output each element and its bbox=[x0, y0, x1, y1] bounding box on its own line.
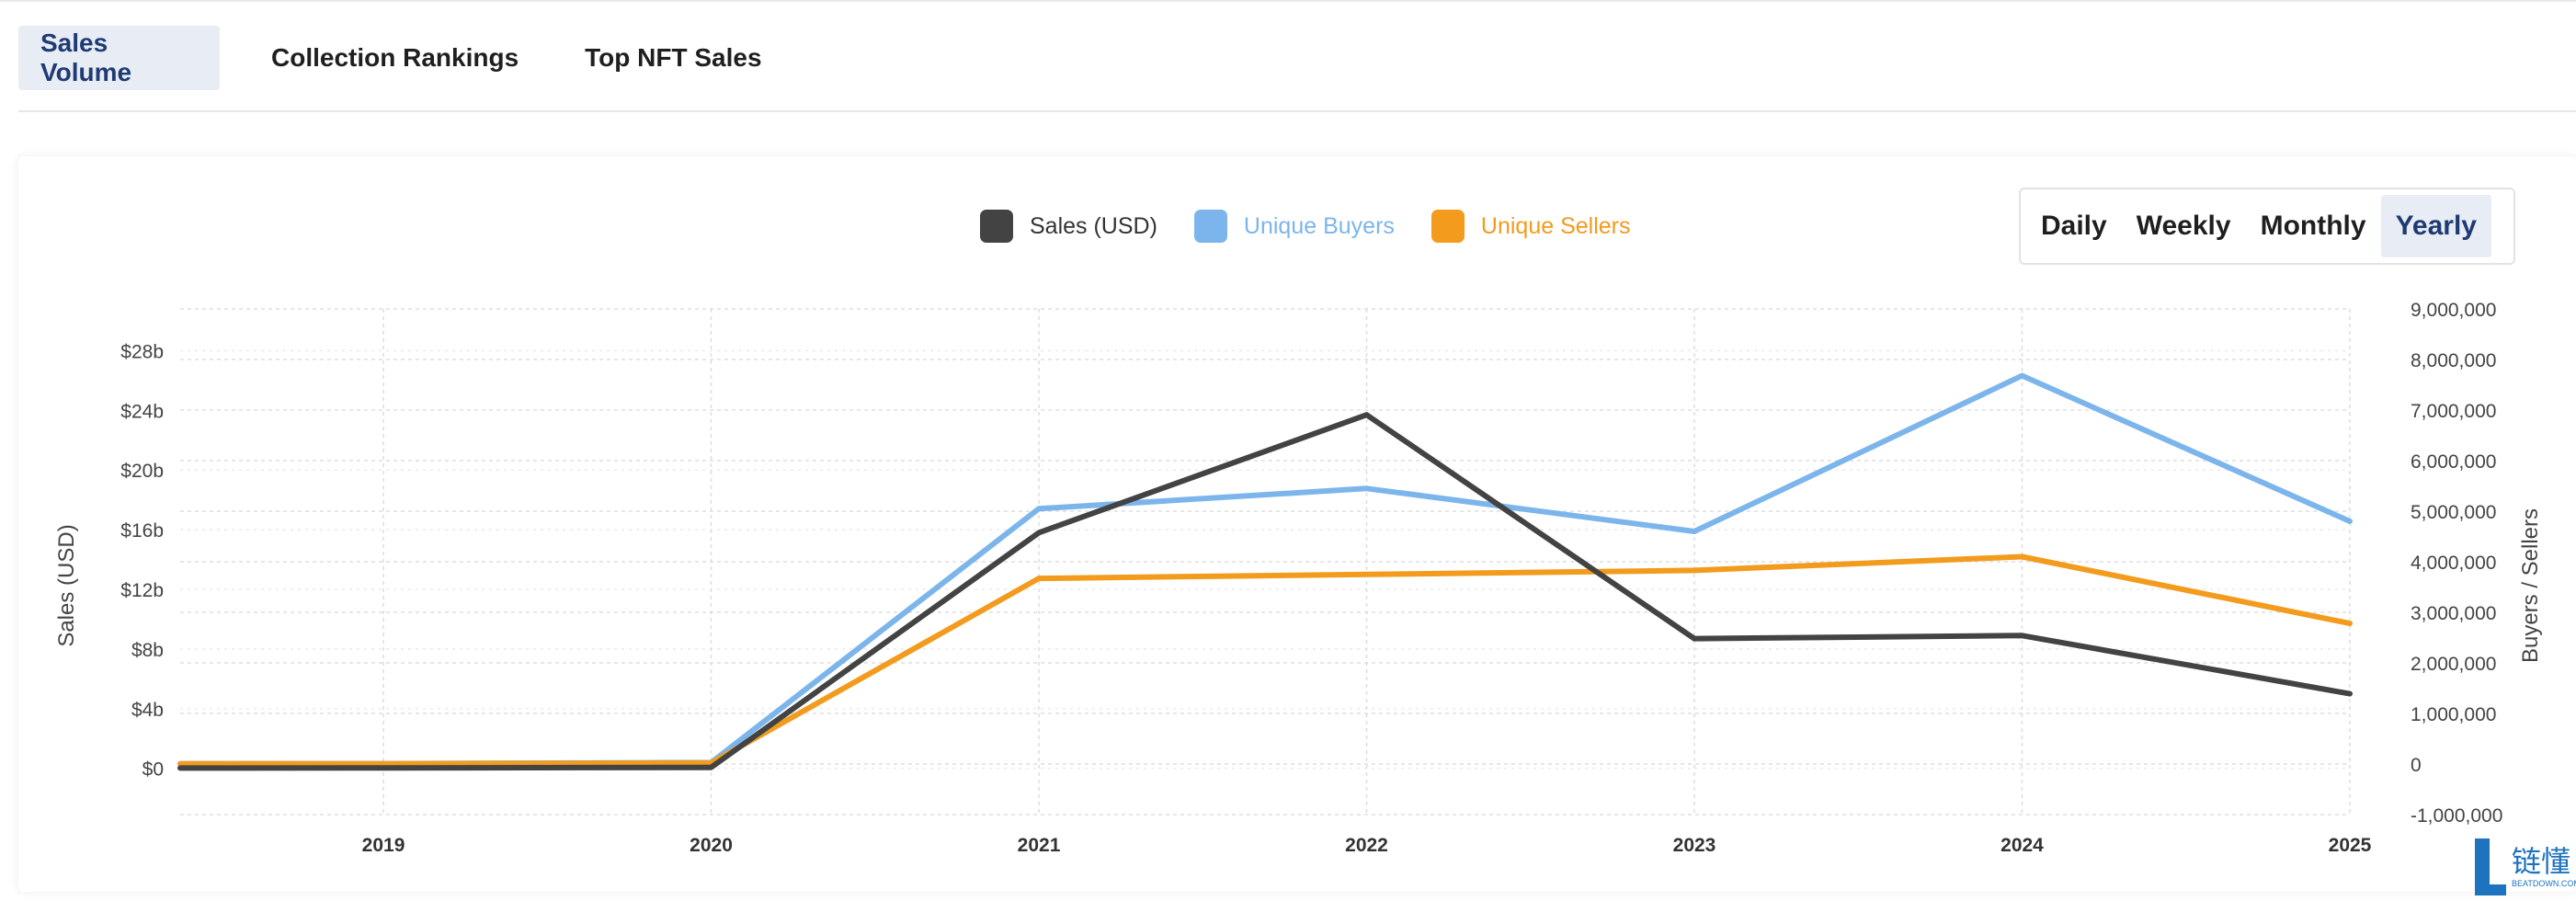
chart-grid bbox=[180, 308, 2351, 815]
y2-tick-label: 4,000,000 bbox=[2411, 553, 2496, 574]
legend-item-sellers[interactable]: Unique Sellers bbox=[1430, 210, 1631, 243]
y2-tick-label: 9,000,000 bbox=[2411, 300, 2496, 321]
legend-label-buyers: Unique Buyers bbox=[1243, 212, 1395, 239]
x-tick-label: 2020 bbox=[690, 835, 733, 856]
y2-tick-label: 0 bbox=[2411, 755, 2422, 776]
y-tick-label: $8b bbox=[131, 640, 164, 661]
y2-tick-label: 7,000,000 bbox=[2411, 401, 2496, 422]
y2-tick-label: 5,000,000 bbox=[2411, 502, 2496, 523]
x-tick-label: 2021 bbox=[1018, 835, 1061, 856]
legend-swatch-sales bbox=[980, 210, 1013, 243]
legend-item-buyers[interactable]: Unique Buyers bbox=[1193, 210, 1395, 243]
y2-axis-title: Buyers / Sellers bbox=[2518, 508, 2543, 663]
y2-tick-label: 1,000,000 bbox=[2411, 704, 2496, 725]
x-tick-label: 2022 bbox=[1345, 835, 1388, 856]
y-axis-title: Sales (USD) bbox=[54, 524, 79, 646]
y-tick-label: $28b bbox=[120, 341, 164, 362]
y2-tick-label: -1,000,000 bbox=[2411, 805, 2502, 827]
legend-label-sellers: Unique Sellers bbox=[1480, 212, 1631, 239]
series-lines bbox=[177, 372, 2353, 771]
period-weekly-button[interactable]: Weekly bbox=[2136, 211, 2231, 241]
x-axis: 2019 2020 2021 2022 2023 2024 2025 bbox=[362, 835, 2372, 856]
watermark-mark-icon bbox=[2475, 838, 2506, 895]
y-tick-label: $4b bbox=[131, 700, 164, 721]
watermark-subtext: BEATDOWN.COM bbox=[2512, 879, 2576, 888]
series-line-1 bbox=[177, 372, 2353, 767]
chart-legend: Sales (USD) Unique Buyers Unique Sellers bbox=[980, 208, 1668, 245]
y-axis-left: $0 $4b $8b $12b $16b $20b $24b $28b bbox=[120, 341, 164, 780]
y2-tick-label: 3,000,000 bbox=[2411, 603, 2496, 624]
period-daily-button[interactable]: Daily bbox=[2041, 211, 2107, 241]
top-border bbox=[0, 0, 2576, 2]
watermark-text: 链懂 bbox=[2512, 844, 2570, 879]
watermark-logo: 链懂 BEATDOWN.COM bbox=[2475, 838, 2576, 895]
y-tick-label: $16b bbox=[120, 520, 164, 542]
legend-label-sales: Sales (USD) bbox=[1030, 212, 1157, 239]
legend-item-sales[interactable]: Sales (USD) bbox=[980, 210, 1157, 243]
tabs-divider bbox=[18, 110, 2576, 112]
period-monthly-button[interactable]: Monthly bbox=[2260, 211, 2366, 241]
x-tick-label: 2024 bbox=[2000, 835, 2044, 856]
series-line-0 bbox=[177, 412, 2353, 771]
y-tick-label: $0 bbox=[142, 759, 164, 781]
y-tick-label: $24b bbox=[120, 401, 164, 422]
tab-sales-volume[interactable]: Sales Volume bbox=[18, 26, 220, 90]
legend-swatch-buyers bbox=[1193, 210, 1227, 243]
x-tick-label: 2019 bbox=[362, 835, 405, 856]
series-line-2 bbox=[177, 553, 2353, 767]
y2-tick-label: 8,000,000 bbox=[2411, 350, 2496, 371]
y2-tick-label: 2,000,000 bbox=[2411, 654, 2496, 675]
tab-collection-rankings[interactable]: Collection Rankings bbox=[271, 43, 519, 72]
period-selector: Daily Weekly Monthly Yearly bbox=[2019, 188, 2515, 265]
legend-swatch-sellers bbox=[1430, 210, 1465, 243]
y-tick-label: $12b bbox=[120, 580, 164, 601]
x-tick-label: 2025 bbox=[2329, 835, 2372, 856]
view-tabs: Sales Volume Collection Rankings Top NFT… bbox=[18, 26, 784, 90]
y-tick-label: $20b bbox=[120, 461, 164, 482]
period-yearly-button[interactable]: Yearly bbox=[2380, 195, 2491, 257]
x-tick-label: 2023 bbox=[1673, 835, 1716, 856]
y2-tick-label: 6,000,000 bbox=[2411, 451, 2496, 473]
y-axis-right: -1,000,000 0 1,000,000 2,000,000 3,000,000 4,… bbox=[2411, 300, 2502, 827]
tab-top-nft-sales[interactable]: Top NFT Sales bbox=[585, 43, 762, 72]
